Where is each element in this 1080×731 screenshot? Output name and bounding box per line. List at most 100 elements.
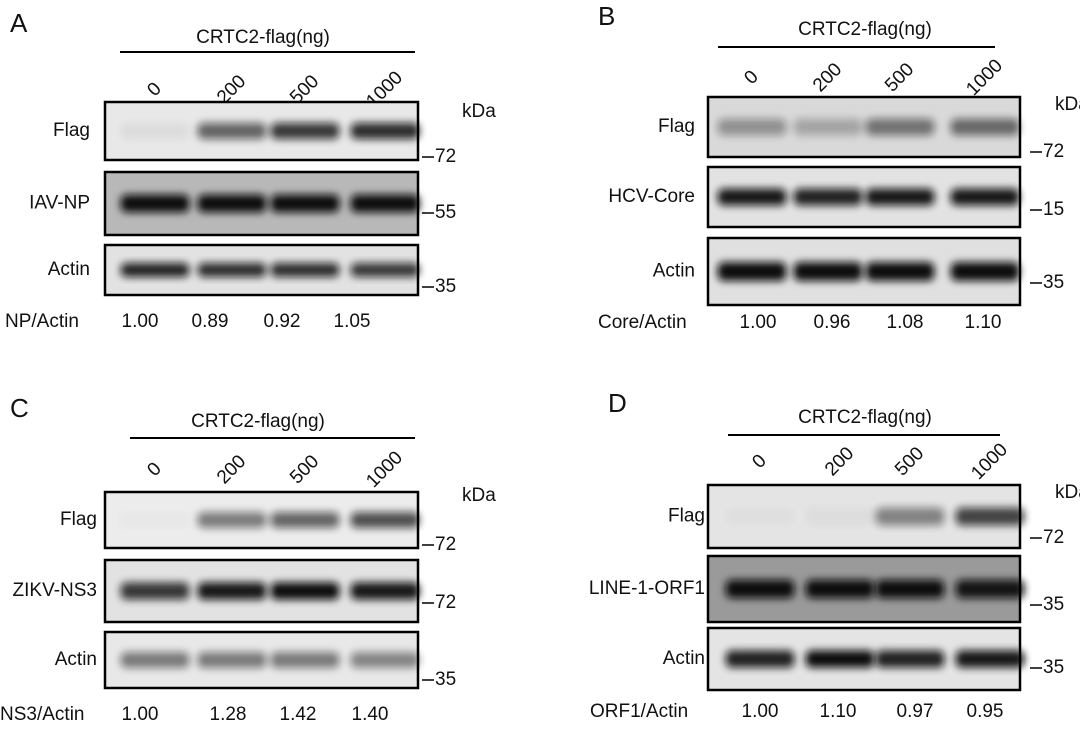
band xyxy=(197,652,267,668)
band xyxy=(865,188,935,206)
ratio-label: Core/Actin xyxy=(598,312,687,333)
ratio-value: 1.00 xyxy=(122,311,159,332)
ratio-value: 1.42 xyxy=(280,704,317,725)
marker: 72 xyxy=(1043,141,1064,162)
band xyxy=(270,652,340,668)
blot-frame xyxy=(706,483,1022,550)
blot-frame xyxy=(103,630,420,690)
lane-label: 0 xyxy=(143,458,165,480)
ratio-value: 1.28 xyxy=(210,704,247,725)
ratio-value: 0.97 xyxy=(897,701,934,722)
band xyxy=(955,579,1025,599)
header: CRTC2-flag(ng) xyxy=(196,27,330,48)
marker: 72 xyxy=(435,146,456,167)
lane-label: 200 xyxy=(809,59,846,96)
blot-frame xyxy=(706,95,1022,159)
band xyxy=(350,263,420,277)
panel-label: A xyxy=(10,8,28,38)
unit: kDa xyxy=(1055,482,1080,503)
band xyxy=(270,194,340,213)
row-label: Flag xyxy=(658,116,695,137)
band xyxy=(717,118,787,136)
marker: 55 xyxy=(435,202,456,223)
lane-label: 1000 xyxy=(362,447,407,492)
ratio-value: 0.96 xyxy=(814,312,851,333)
band xyxy=(875,650,945,668)
row-label: Flag xyxy=(668,506,705,527)
row-label: Actin xyxy=(55,649,97,670)
marker: 35 xyxy=(435,669,456,690)
band xyxy=(120,582,190,600)
row-label: ZIKV-NS3 xyxy=(13,580,97,601)
row-label: HCV-Core xyxy=(608,186,695,207)
header: CRTC2-flag(ng) xyxy=(798,407,932,428)
blot-frame xyxy=(706,626,1022,692)
marker: 35 xyxy=(1043,657,1064,678)
ratio-label: NS3/Actin xyxy=(0,704,84,725)
band xyxy=(120,263,190,277)
band xyxy=(717,262,787,281)
row-label: Flag xyxy=(53,120,90,141)
ratio-value: 1.05 xyxy=(334,311,371,332)
band xyxy=(197,512,267,528)
band xyxy=(120,122,190,140)
band xyxy=(725,650,795,668)
band xyxy=(793,118,863,136)
band xyxy=(270,512,340,528)
lane-label: 200 xyxy=(213,451,250,488)
lane-label: 500 xyxy=(286,451,323,488)
band xyxy=(805,650,875,668)
blot-frame xyxy=(706,165,1022,229)
row-label: Flag xyxy=(60,509,97,530)
ratio-value: 0.95 xyxy=(967,701,1004,722)
lane-label: 0 xyxy=(740,66,762,88)
row-label: Actin xyxy=(48,259,90,280)
marker: 72 xyxy=(435,592,456,613)
lane-label: 0 xyxy=(143,78,165,100)
marker: 72 xyxy=(1043,527,1064,548)
band xyxy=(865,262,935,281)
band xyxy=(725,579,795,599)
band xyxy=(793,188,863,206)
band xyxy=(350,122,420,140)
band xyxy=(955,507,1025,526)
band xyxy=(806,508,875,526)
band xyxy=(350,194,420,213)
band xyxy=(197,263,267,277)
blot-frame xyxy=(103,243,420,297)
band xyxy=(350,512,420,528)
lane-label: 0 xyxy=(748,450,770,472)
marker: 72 xyxy=(435,534,456,555)
band xyxy=(950,118,1020,136)
lane-label: 1000 xyxy=(967,439,1012,484)
header: CRTC2-flag(ng) xyxy=(798,19,932,40)
band xyxy=(875,579,945,599)
band xyxy=(805,579,875,599)
band xyxy=(270,263,340,277)
header: CRTC2-flag(ng) xyxy=(191,411,325,432)
band xyxy=(350,582,420,600)
band xyxy=(950,262,1020,281)
marker: 35 xyxy=(1043,272,1064,293)
band xyxy=(197,582,267,600)
panel-label: B xyxy=(598,1,615,31)
blot-frame xyxy=(103,490,420,550)
unit: kDa xyxy=(1055,94,1080,115)
ratio-value: 0.92 xyxy=(264,311,301,332)
row-label: Actin xyxy=(663,648,705,669)
unit: kDa xyxy=(462,485,496,506)
band xyxy=(270,122,340,140)
ratio-value: 1.00 xyxy=(740,312,777,333)
unit: kDa xyxy=(462,101,496,122)
ratio-value: 1.10 xyxy=(965,312,1002,333)
band xyxy=(197,122,267,140)
ratio-value: 1.00 xyxy=(742,701,779,722)
band xyxy=(121,512,190,528)
lane-label: 500 xyxy=(891,443,928,480)
ratio-value: 1.10 xyxy=(820,701,857,722)
ratio-label: ORF1/Actin xyxy=(590,701,688,722)
band xyxy=(717,188,787,206)
band xyxy=(726,508,795,526)
band xyxy=(350,652,420,668)
blot-frame xyxy=(103,100,420,162)
